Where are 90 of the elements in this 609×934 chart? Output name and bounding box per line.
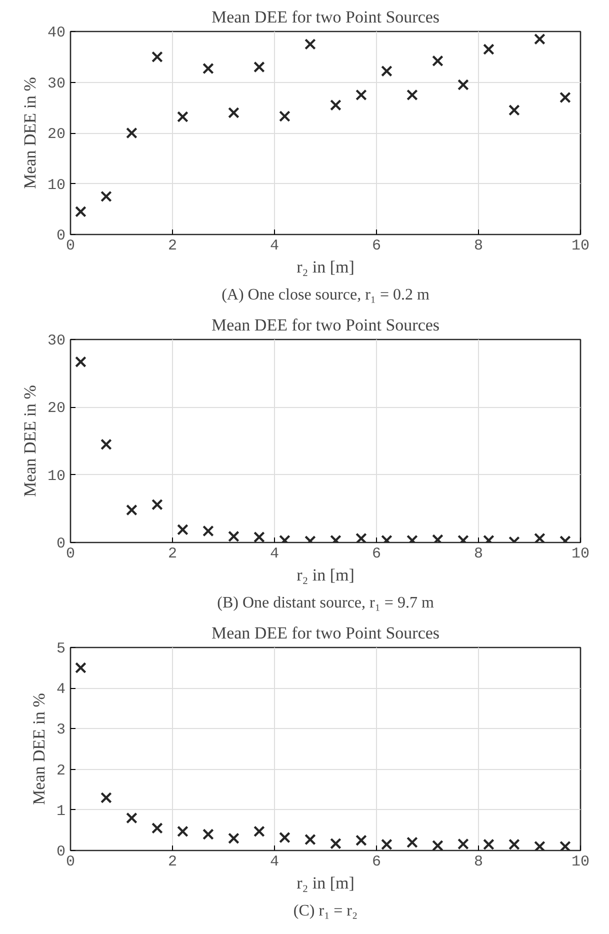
x-tick-label: 6: [372, 238, 382, 254]
y-tick-label: 2: [56, 762, 66, 780]
point: [177, 111, 188, 122]
point: [202, 828, 214, 840]
point: [356, 532, 367, 542]
point: [330, 838, 342, 850]
point: [381, 65, 392, 77]
point: [381, 838, 392, 850]
point: [356, 89, 367, 101]
point: [432, 534, 444, 542]
point: [100, 792, 112, 804]
point: [126, 812, 138, 824]
point: [356, 834, 367, 846]
y-tick-label: 20: [47, 126, 66, 143]
point: [534, 840, 546, 850]
y-tick-label: 40: [47, 24, 66, 42]
chart-title: Mean DEE for two Point Sources: [211, 8, 440, 26]
point: [126, 127, 138, 139]
point: [458, 79, 469, 90]
point: [152, 51, 163, 63]
y-tick-label: 1: [56, 802, 66, 820]
y-tick-label: 4: [56, 681, 66, 698]
y-tick-label: 3: [56, 722, 66, 739]
point: [75, 356, 86, 368]
x-tick-label: 6: [372, 854, 382, 870]
y-axis-title: Mean DEE in %: [30, 693, 48, 805]
point: [202, 62, 214, 74]
x-axis-title: r₂ in [m]: [296, 566, 354, 584]
y-tick-label: 10: [47, 176, 66, 194]
point: [534, 33, 546, 45]
point: [458, 838, 469, 850]
point: [254, 531, 265, 542]
point: [483, 838, 494, 850]
point: [152, 822, 163, 834]
x-tick-label: 2: [168, 238, 178, 254]
x-axis-title: r₂ in [m]: [296, 258, 354, 276]
y-tick-label: 30: [47, 332, 66, 350]
x-tick-label: 10: [572, 238, 590, 254]
point: [483, 44, 494, 55]
y-axis-title: Mean DEE in %: [20, 385, 40, 497]
point: [432, 55, 444, 67]
point: [75, 206, 86, 218]
point: [304, 834, 316, 846]
point: [304, 38, 316, 50]
x-tick-label: 4: [270, 238, 280, 254]
point: [202, 525, 214, 537]
point: [330, 99, 342, 111]
text: (C) r₁ = r₂: [293, 902, 358, 920]
x-tick-label: 4: [270, 546, 280, 562]
point: [560, 92, 571, 104]
point: [177, 826, 188, 838]
x-tick-label: 2: [168, 546, 178, 562]
point: [406, 89, 418, 101]
point: [508, 104, 520, 116]
x-tick-label: 8: [474, 546, 484, 562]
point: [228, 107, 240, 118]
point: [177, 524, 188, 536]
point: [279, 110, 290, 122]
x-tick-label: 10: [572, 854, 590, 870]
chart-title: Mean DEE for two Point Sources: [211, 624, 440, 642]
y-tick-label: 10: [47, 468, 66, 485]
y-tick-label: 5: [56, 640, 66, 658]
point: [100, 438, 112, 450]
y-tick-label: 20: [47, 400, 66, 418]
x-tick-label: 10: [572, 546, 590, 562]
point: [228, 832, 240, 844]
text: (A) One close source, r₁ = 0.2 m: [222, 286, 430, 304]
point: [406, 836, 418, 848]
point: [75, 662, 86, 674]
point: [228, 530, 240, 542]
point: [100, 190, 112, 202]
x-tick-label: 4: [270, 854, 280, 870]
point: [560, 840, 571, 850]
point: [126, 504, 138, 516]
point: [279, 832, 290, 844]
point: [254, 826, 265, 838]
y-axis-title: Mean DEE in %: [20, 77, 40, 189]
x-tick-label: 8: [474, 854, 484, 870]
text: (B) One distant source, r₁ = 9.7 m: [217, 594, 434, 612]
x-tick-label: 8: [474, 238, 484, 254]
x-tick-label: 2: [168, 854, 178, 870]
x-axis-title: r₂ in [m]: [296, 874, 354, 892]
chart-title: Mean DEE for two Point Sources: [211, 316, 440, 334]
point: [432, 840, 444, 850]
point: [508, 838, 520, 850]
point: [152, 498, 163, 510]
y-tick-label: 30: [47, 75, 66, 92]
point: [534, 532, 546, 542]
x-tick-label: 6: [372, 546, 382, 562]
point: [254, 61, 265, 73]
